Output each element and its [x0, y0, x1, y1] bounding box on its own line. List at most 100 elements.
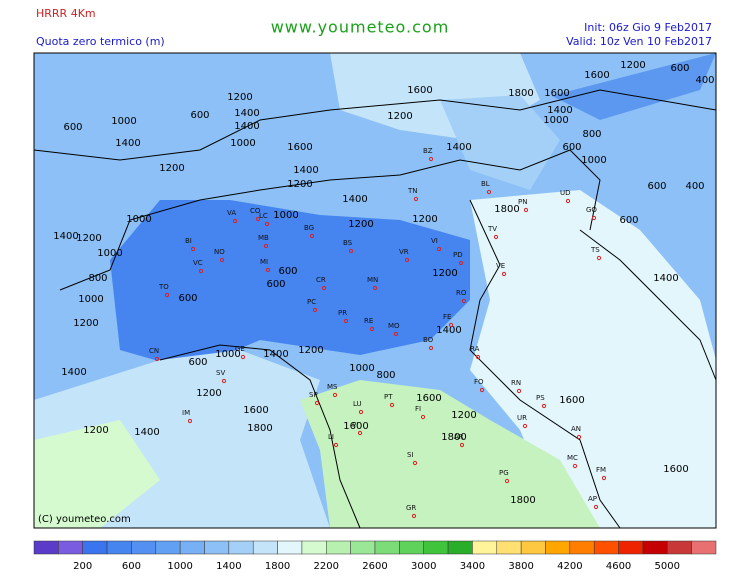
city-code: PT	[384, 393, 393, 401]
contour-label: 600	[670, 63, 689, 74]
contour-label: 1000	[581, 155, 606, 166]
contour-label: 1600	[544, 88, 569, 99]
contour-label: 1600	[416, 393, 441, 404]
legend-swatch	[667, 540, 692, 555]
contour-label: 1800	[510, 495, 535, 506]
city-code: RE	[364, 317, 373, 325]
city-code: LU	[353, 400, 362, 408]
contour-label: 1400	[653, 273, 678, 284]
legend-swatch	[545, 540, 571, 555]
contour-label: 1200	[159, 163, 184, 174]
city-dot	[263, 243, 269, 249]
valid-time: Valid: 10z Ven 10 Feb2017	[566, 35, 712, 48]
site-name: www.youmeteo.com	[271, 18, 450, 37]
city-code: VE	[496, 262, 505, 270]
city-dot	[264, 221, 270, 227]
city-code: TV	[487, 225, 497, 233]
legend-label: 1800	[265, 561, 290, 572]
legend-label: 1400	[216, 561, 241, 572]
city-dot	[348, 248, 354, 254]
city-dot	[219, 257, 225, 263]
city-dot	[393, 331, 399, 337]
contour-label: 400	[695, 75, 714, 86]
legend-swatch	[447, 540, 473, 555]
city-code: CN	[149, 347, 159, 355]
city-dot	[411, 513, 417, 519]
city-code: FE	[443, 313, 451, 321]
city-code: PI	[352, 421, 358, 429]
city-code: FO	[474, 378, 484, 386]
city-code: NO	[214, 248, 225, 256]
city-code: BG	[304, 224, 314, 232]
contour-label: 1800	[441, 432, 466, 443]
city-dot	[357, 430, 363, 436]
contour-label: 600	[266, 279, 285, 290]
contour-label: 1200	[412, 214, 437, 225]
contour-label: 1800	[247, 423, 272, 434]
city-dot	[404, 257, 410, 263]
city-dot	[516, 388, 522, 394]
city-dot	[187, 418, 193, 424]
city-code: LC	[259, 212, 268, 220]
legend-label: 5000	[655, 561, 680, 572]
contour-label: 1200	[287, 179, 312, 190]
city-code: TO	[158, 283, 169, 291]
contour-label: 1400	[342, 194, 367, 205]
contour-label: 400	[685, 181, 704, 192]
legend-swatch	[374, 540, 400, 555]
city-dot	[458, 260, 464, 266]
legend: 200 600 1000 1400 1800 2200 2600 3000 3400 3800 42…	[33, 540, 717, 572]
city-code: FI	[415, 405, 421, 413]
city-code: PN	[518, 198, 527, 206]
city-dot	[333, 442, 339, 448]
city-code: PS	[536, 394, 545, 402]
city-dot	[369, 326, 375, 332]
city-code: GE	[235, 345, 245, 353]
city-dot	[389, 402, 395, 408]
city-dot	[255, 216, 261, 222]
contour-label: 600	[178, 293, 197, 304]
city-dot	[309, 233, 315, 239]
legend-swatch	[131, 540, 157, 555]
coastline	[579, 229, 717, 381]
city-code: MO	[388, 322, 400, 330]
copyright: (C) youmeteo.com	[38, 514, 131, 525]
labels: 1600 1200 600 400 1600 1800 1600 1200 600 1400 140…	[53, 60, 715, 519]
legend-swatch	[520, 540, 546, 555]
legend-swatch	[350, 540, 376, 555]
adriatic-sea	[470, 190, 716, 528]
contour-label: 1000	[273, 210, 298, 221]
legend-swatch	[569, 540, 595, 555]
contour-label: 1400	[234, 121, 259, 132]
city-code: UD	[560, 189, 571, 197]
contour-label: 1200	[432, 268, 457, 279]
contour-label: 1400	[61, 367, 86, 378]
contour-label: 1600	[287, 142, 312, 153]
city-dot	[265, 267, 271, 273]
city-code: RN	[511, 379, 521, 387]
contour-label: 800	[88, 273, 107, 284]
contour-label: 1200	[76, 233, 101, 244]
border	[33, 89, 717, 161]
city-dot	[541, 403, 547, 409]
contour-label: 1200	[227, 92, 252, 103]
city-code: CO	[250, 207, 261, 215]
legend-swatch	[593, 540, 619, 555]
map-frame	[33, 52, 717, 529]
legend-swatch	[228, 540, 254, 555]
city-dot	[593, 504, 599, 510]
field-name: Quota zero termico (m)	[36, 35, 165, 48]
city-code: UR	[517, 414, 527, 422]
city-dot	[428, 156, 434, 162]
contour-label: 1200	[451, 410, 476, 421]
city-dot	[221, 378, 227, 384]
city-code: AP	[588, 495, 597, 503]
legend-swatch	[58, 540, 83, 555]
border	[59, 149, 601, 291]
po-core	[110, 200, 470, 370]
city-dot	[591, 215, 597, 221]
city-code: BS	[343, 239, 353, 247]
contour-label: 1600	[584, 70, 609, 81]
city-code: BL	[481, 180, 490, 188]
